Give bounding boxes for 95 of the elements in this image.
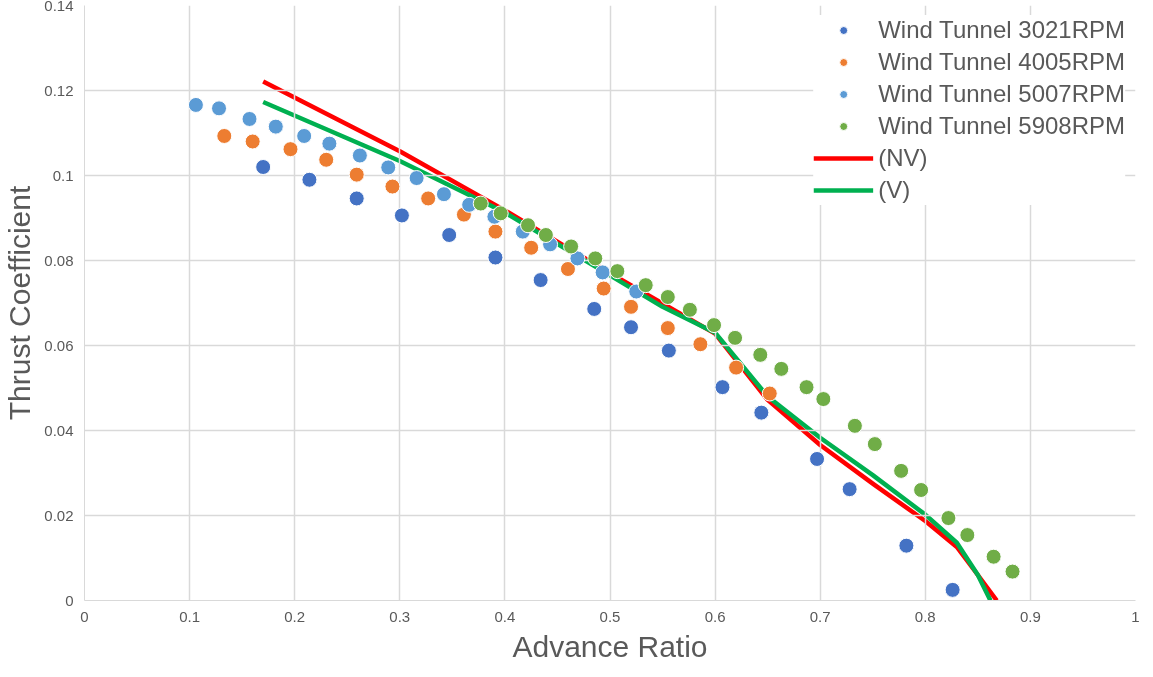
y-tick-label: 0.14 <box>44 0 74 14</box>
point <box>532 272 549 289</box>
point <box>587 250 604 267</box>
point <box>959 527 976 544</box>
point <box>809 450 826 467</box>
y-tick-label: 0 <box>65 591 74 609</box>
x-tick-label: 1 <box>1131 607 1140 625</box>
point <box>569 250 586 267</box>
point <box>301 171 318 188</box>
point <box>985 548 1002 565</box>
point <box>728 359 745 376</box>
point <box>761 385 778 402</box>
point <box>384 178 401 195</box>
point <box>216 127 233 144</box>
point <box>594 264 611 281</box>
y-tick-label: 0.12 <box>44 81 74 99</box>
point <box>420 190 437 207</box>
x-tick-label: 0.5 <box>599 607 621 625</box>
point <box>487 223 504 240</box>
x-tick-label: 0.9 <box>1019 607 1041 625</box>
x-axis-title: Advance Ratio <box>512 629 708 663</box>
point <box>441 227 458 243</box>
y-tick-label: 0.04 <box>44 421 74 439</box>
point <box>898 537 915 554</box>
point <box>408 170 425 187</box>
point <box>559 261 576 277</box>
point <box>893 462 910 479</box>
point <box>944 581 961 598</box>
point <box>472 195 489 212</box>
point <box>815 391 832 408</box>
x-tick-label: 0.1 <box>179 607 201 625</box>
point <box>940 510 957 527</box>
point <box>866 436 883 453</box>
point <box>393 207 410 224</box>
point <box>520 217 537 234</box>
point <box>321 135 338 152</box>
point <box>660 342 677 359</box>
point <box>681 301 698 318</box>
point <box>380 159 397 176</box>
point <box>244 133 261 150</box>
point <box>523 239 540 256</box>
x-tick-label: 0.7 <box>809 607 831 625</box>
point <box>296 127 313 144</box>
point <box>846 417 863 434</box>
legend-label: Wind Tunnel 5007RPM <box>878 79 1125 109</box>
point <box>692 336 709 353</box>
point <box>487 249 504 266</box>
point <box>211 100 228 117</box>
legend-label: Wind Tunnel 3021RPM <box>878 15 1125 45</box>
x-tick-label: 0.4 <box>494 607 516 625</box>
point <box>659 289 676 306</box>
y-tick-label: 0.06 <box>44 336 74 354</box>
point <box>563 238 580 255</box>
y-tick-label: 0.08 <box>44 251 74 269</box>
point <box>913 482 930 498</box>
point <box>282 141 299 158</box>
point <box>798 379 815 396</box>
point <box>267 118 284 135</box>
point <box>255 159 272 175</box>
point <box>351 147 368 164</box>
point <box>609 263 626 280</box>
point <box>348 166 365 183</box>
x-tick-label: 0 <box>80 607 89 625</box>
y-tick-label: 0.1 <box>52 166 74 184</box>
point <box>537 227 554 243</box>
point <box>623 298 640 315</box>
point <box>714 379 731 396</box>
x-tick-label: 0.6 <box>704 607 726 625</box>
point <box>727 329 744 346</box>
point <box>586 300 603 317</box>
point <box>841 481 858 498</box>
point <box>187 96 204 113</box>
point <box>241 110 258 127</box>
point <box>318 151 335 168</box>
point <box>659 320 676 337</box>
point <box>752 346 769 363</box>
x-tick-label: 0.3 <box>389 607 411 625</box>
legend-label: (NV) <box>878 143 928 173</box>
legend-label: Wind Tunnel 5908RPM <box>878 111 1125 141</box>
point <box>706 317 723 334</box>
point <box>623 319 640 336</box>
point <box>492 205 509 222</box>
x-tick-label: 0.2 <box>284 607 306 625</box>
point <box>1004 563 1021 580</box>
legend-label: Wind Tunnel 4005RPM <box>878 47 1125 77</box>
y-axis-title: Thrust Coefficient <box>3 185 37 421</box>
legend-label: (V) <box>878 175 911 205</box>
point <box>637 277 654 294</box>
y-tick-label: 0.02 <box>44 506 74 524</box>
point <box>773 360 790 377</box>
point <box>348 190 365 207</box>
point <box>753 404 770 421</box>
point <box>435 186 452 203</box>
x-tick-label: 0.8 <box>914 607 936 625</box>
point <box>595 280 612 297</box>
